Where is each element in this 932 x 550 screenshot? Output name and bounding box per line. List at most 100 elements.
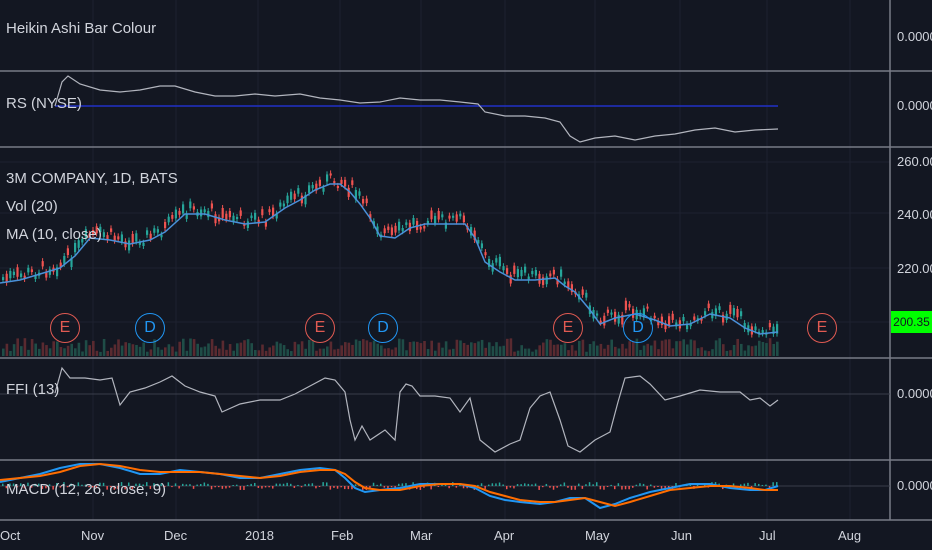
macd-hist-bar: [70, 483, 72, 486]
candle: [146, 230, 149, 235]
macd-hist-bar: [2, 483, 4, 486]
macd-hist-bar: [545, 483, 548, 486]
volume-bar: [308, 339, 311, 356]
macd-hist-bar: [689, 484, 692, 486]
x-tick-jul: Jul: [759, 528, 776, 543]
volume-bar: [110, 347, 113, 356]
volume-bar: [394, 347, 397, 356]
candle: [437, 210, 440, 220]
macd-hist-bar: [596, 482, 598, 486]
macd-hist-bar: [516, 484, 519, 486]
candle: [5, 273, 8, 283]
macd-hist-bar: [437, 486, 440, 488]
candle: [250, 215, 253, 219]
candle: [660, 316, 663, 326]
macd-hist-bar: [372, 482, 375, 486]
candle: [394, 225, 397, 233]
volume-bar: [563, 343, 567, 356]
volume-bar: [95, 350, 99, 356]
volume-bar: [383, 348, 387, 356]
macd-hist-bar: [758, 483, 760, 486]
macd-hist-bar: [326, 482, 328, 486]
volume-bar: [621, 343, 624, 356]
earnings-marker[interactable]: E: [553, 313, 583, 343]
macd-hist-bar: [632, 486, 634, 488]
macd-hist-bar: [538, 486, 540, 490]
volume-bar: [570, 345, 574, 356]
candle: [426, 220, 429, 224]
macd-hist-bar: [423, 486, 425, 488]
volume-bar: [117, 339, 120, 356]
volume-bar: [639, 349, 642, 356]
earnings-marker[interactable]: E: [305, 313, 335, 343]
macd-hist-bar: [290, 483, 292, 486]
candle: [236, 217, 239, 220]
candle: [9, 270, 12, 279]
candle: [88, 233, 91, 238]
earnings-marker[interactable]: E: [50, 313, 80, 343]
candle: [646, 306, 649, 309]
volume-bar: [326, 346, 329, 356]
candle: [596, 313, 599, 316]
candle: [477, 240, 480, 244]
macd-hist-bar: [20, 483, 22, 486]
dividend-marker[interactable]: D: [135, 313, 165, 343]
volume-bar: [293, 341, 297, 356]
volume-bar: [174, 351, 178, 356]
macd-hist-bar: [534, 483, 537, 486]
candle: [732, 308, 735, 316]
macd-hist-bar: [542, 486, 544, 488]
candle: [354, 190, 357, 200]
volume-bar: [682, 339, 685, 356]
volume-bar: [390, 349, 394, 356]
macd-hist-bar: [560, 484, 562, 486]
volume-bar: [27, 349, 30, 356]
candle: [455, 214, 458, 222]
volume-bar: [149, 349, 153, 356]
candle: [657, 320, 660, 326]
earnings-marker[interactable]: E: [807, 313, 837, 343]
macd-hist-bar: [239, 486, 242, 490]
dividend-marker[interactable]: D: [368, 313, 398, 343]
candle: [624, 300, 627, 311]
volume-bar: [282, 345, 286, 356]
candle: [282, 203, 285, 207]
volume-bars: [2, 338, 779, 356]
macd-hist-bar: [164, 486, 166, 488]
volume-bar: [315, 350, 318, 356]
volume-bar: [776, 341, 779, 356]
candle: [160, 234, 163, 238]
macd-hist-bar: [351, 486, 353, 490]
macd-hist-bar: [120, 482, 123, 486]
volume-bar: [2, 348, 5, 356]
macd-hist-bar: [153, 483, 155, 486]
macd-hist-bar: [603, 486, 605, 490]
signal-line: [0, 462, 778, 508]
volume-bar: [470, 342, 473, 356]
macd-hist-bar: [203, 482, 206, 486]
macd-hist-bar: [430, 486, 432, 490]
volume-bar: [59, 346, 63, 356]
candle: [246, 221, 249, 228]
dividend-marker[interactable]: D: [623, 313, 653, 343]
macd-hist-bar: [45, 486, 47, 489]
macd-hist-bar: [556, 486, 558, 488]
macd-hist-bar: [149, 486, 152, 489]
volume-bar: [164, 347, 167, 356]
candle: [2, 277, 5, 281]
candle: [171, 214, 174, 219]
macd-hist-bar: [675, 483, 677, 486]
volume-bar: [354, 339, 358, 356]
volume-bar: [610, 339, 613, 356]
volume-bar: [344, 342, 347, 356]
macd-hist-bar: [549, 486, 551, 488]
candle: [92, 229, 95, 235]
volume-bar: [614, 346, 617, 356]
macd-hist-bar: [531, 484, 533, 486]
candle: [509, 274, 512, 284]
volume-bar: [657, 349, 660, 356]
macd-hist-bar: [106, 486, 108, 490]
macd-hist-bar: [520, 484, 522, 486]
